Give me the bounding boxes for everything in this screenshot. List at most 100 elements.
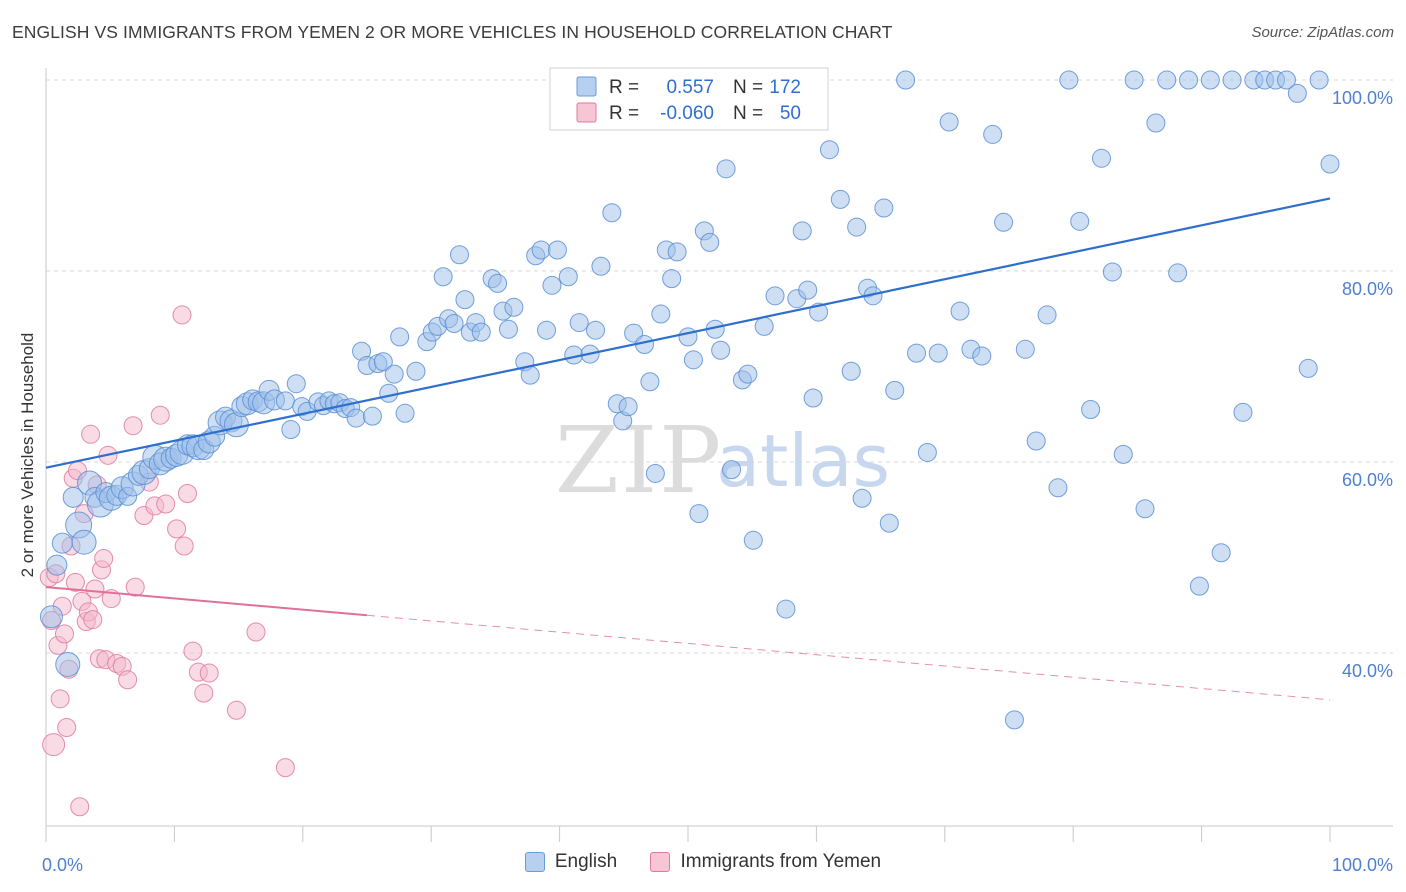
y-tick-label: 40.0% xyxy=(1342,661,1393,681)
legend-swatch-english-bottom xyxy=(524,852,545,872)
data-point-english xyxy=(667,242,687,262)
data-point-english xyxy=(994,212,1014,232)
watermark-zip: ZIP xyxy=(555,407,723,514)
data-point-english xyxy=(743,530,763,550)
data-point-english xyxy=(547,240,567,260)
data-point-english xyxy=(286,374,306,394)
legend-r-label-yemen: R = xyxy=(609,103,639,124)
legend-r-value-english: 0.557 xyxy=(666,77,714,98)
data-point-english xyxy=(841,361,861,381)
data-point-english xyxy=(907,343,927,363)
data-point-yemen xyxy=(94,548,114,568)
data-point-yemen xyxy=(172,305,192,325)
data-point-english xyxy=(504,297,524,317)
legend-n-label-yemen: N = xyxy=(733,103,763,124)
series-english xyxy=(39,70,1340,730)
data-point-english xyxy=(738,364,758,384)
data-point-english xyxy=(819,140,839,160)
legend-swatch-english xyxy=(576,76,597,97)
y-tick-label: 60.0% xyxy=(1342,470,1393,490)
chart-title: ENGLISH VS IMMIGRANTS FROM YEMEN 2 OR MO… xyxy=(12,22,893,42)
data-point-english xyxy=(362,406,382,426)
data-point-english xyxy=(537,320,557,340)
data-point-english xyxy=(798,280,818,300)
data-point-yemen xyxy=(85,579,105,599)
data-point-english xyxy=(716,159,736,179)
data-point-english xyxy=(569,313,589,333)
data-point-english xyxy=(488,273,508,293)
legend-swatch-yemen-bottom xyxy=(650,852,671,872)
data-point-english xyxy=(1146,113,1166,133)
data-point-yemen xyxy=(42,733,66,757)
data-point-english xyxy=(1124,70,1144,90)
data-point-english xyxy=(520,365,540,385)
data-point-yemen xyxy=(183,641,203,661)
y-tick-label: 80.0% xyxy=(1342,279,1393,299)
data-point-yemen xyxy=(123,416,143,436)
data-point-english xyxy=(874,198,894,218)
data-point-english xyxy=(455,290,475,310)
axes xyxy=(45,68,1393,842)
data-point-english xyxy=(62,486,84,508)
data-point-english xyxy=(1222,70,1242,90)
legend-r-label-english: R = xyxy=(609,77,639,98)
data-point-english xyxy=(1070,211,1090,231)
data-point-english xyxy=(395,403,415,423)
data-point-english xyxy=(379,383,399,403)
legend-item-yemen[interactable]: Immigrants from Yemen xyxy=(650,851,881,873)
legend-item-english[interactable]: English xyxy=(524,851,618,873)
data-point-english xyxy=(847,217,867,237)
data-point-yemen xyxy=(50,689,70,709)
data-point-yemen xyxy=(81,424,101,444)
data-point-english xyxy=(1081,399,1101,419)
data-point-yemen xyxy=(118,670,138,690)
data-point-english xyxy=(683,350,703,370)
data-point-english xyxy=(1113,444,1133,464)
data-point-english xyxy=(765,286,785,306)
data-point-english xyxy=(591,256,611,276)
data-point-english xyxy=(917,442,937,462)
data-point-yemen xyxy=(54,624,74,644)
data-point-english xyxy=(1059,70,1079,90)
x-tick-label: 0.0% xyxy=(42,855,83,875)
data-point-english xyxy=(390,327,410,347)
data-point-english xyxy=(803,388,823,408)
trendline-yemen-extension xyxy=(366,614,1331,701)
data-point-english xyxy=(531,240,551,260)
data-point-english xyxy=(433,267,453,287)
data-point-english xyxy=(689,504,709,524)
data-point-english xyxy=(471,322,491,342)
data-point-english xyxy=(1211,543,1231,563)
data-point-english xyxy=(662,269,682,289)
data-point-yemen xyxy=(57,717,77,737)
data-point-english xyxy=(1200,70,1220,90)
data-point-english xyxy=(852,488,872,508)
data-point-english xyxy=(1157,70,1177,90)
data-point-english xyxy=(700,232,720,252)
data-point-english xyxy=(586,320,606,340)
data-point-yemen xyxy=(70,797,90,817)
watermark: ZIP atlas xyxy=(555,407,890,514)
data-point-english xyxy=(1320,154,1340,174)
data-point-english xyxy=(928,343,948,363)
data-point-english xyxy=(618,397,638,417)
data-point-english xyxy=(71,529,97,555)
data-point-english xyxy=(1015,339,1035,359)
data-point-english xyxy=(39,605,63,629)
data-point-english xyxy=(602,203,622,223)
data-point-english xyxy=(776,599,796,619)
data-point-english xyxy=(1004,710,1024,730)
series-yemen xyxy=(39,305,295,817)
legend-n-value-yemen: 50 xyxy=(780,103,801,124)
data-point-english xyxy=(1026,431,1046,451)
trend-lines xyxy=(45,197,1331,701)
data-point-english xyxy=(640,372,660,392)
legend-label-english: English xyxy=(554,851,618,872)
data-point-english xyxy=(879,513,899,533)
data-point-english xyxy=(46,554,68,576)
data-point-english xyxy=(711,340,731,360)
data-point-english xyxy=(444,314,464,334)
data-point-english xyxy=(1276,70,1296,90)
data-point-english xyxy=(346,408,366,428)
data-point-yemen xyxy=(65,572,85,592)
